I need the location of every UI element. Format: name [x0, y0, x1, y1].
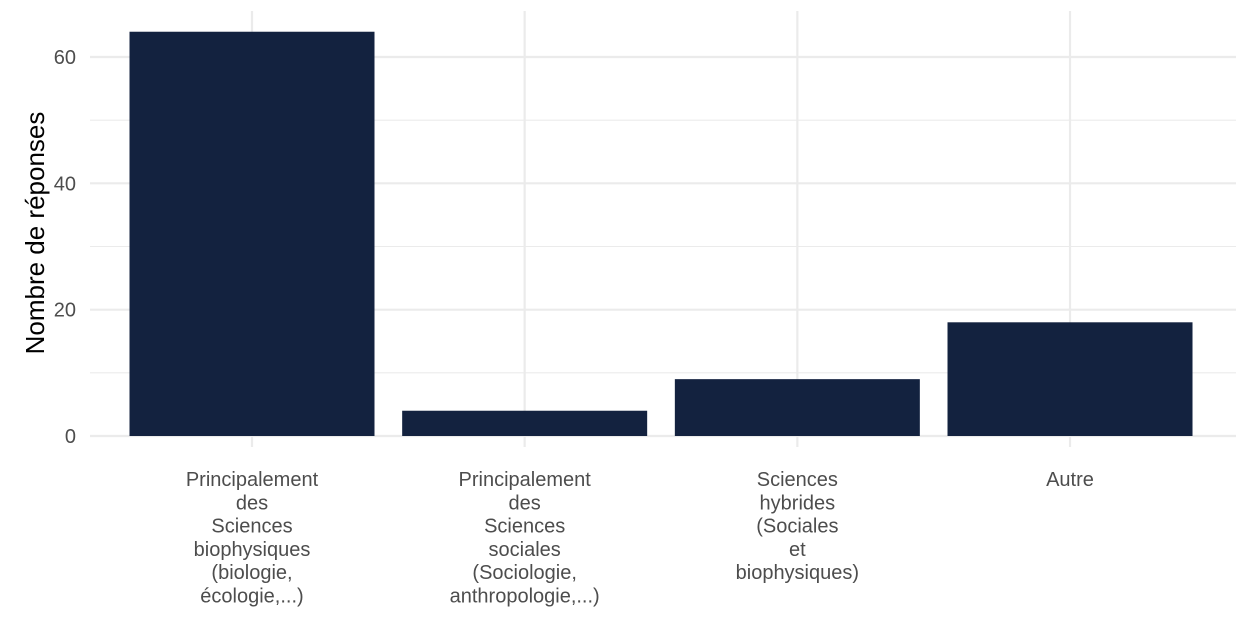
y-tick-label: 40: [54, 173, 76, 195]
y-tick-label: 0: [65, 426, 76, 448]
bars: [129, 31, 1193, 436]
y-tick-label: 20: [54, 300, 76, 322]
x-tick-label: Sciences hybrides (Sociales et biophysiques): [736, 469, 859, 584]
x-tick-label: Principalement des Sciences biophysiques (bi…: [186, 469, 319, 608]
bar: [947, 322, 1193, 436]
y-tick-label: 60: [54, 47, 76, 69]
x-tick-label: Principalement des Sciences sociales (Sociol…: [450, 469, 600, 608]
x-tick-label: Autre: [1046, 469, 1094, 491]
bar: [402, 410, 648, 436]
y-axis-ticks: 0 20 40 60: [54, 47, 76, 448]
bar: [674, 379, 920, 436]
x-axis-ticks: Principalement des Sciences biophysiques (bi…: [186, 469, 1094, 608]
y-axis-title: Nombre de réponses: [20, 112, 50, 355]
bar: [129, 31, 375, 436]
